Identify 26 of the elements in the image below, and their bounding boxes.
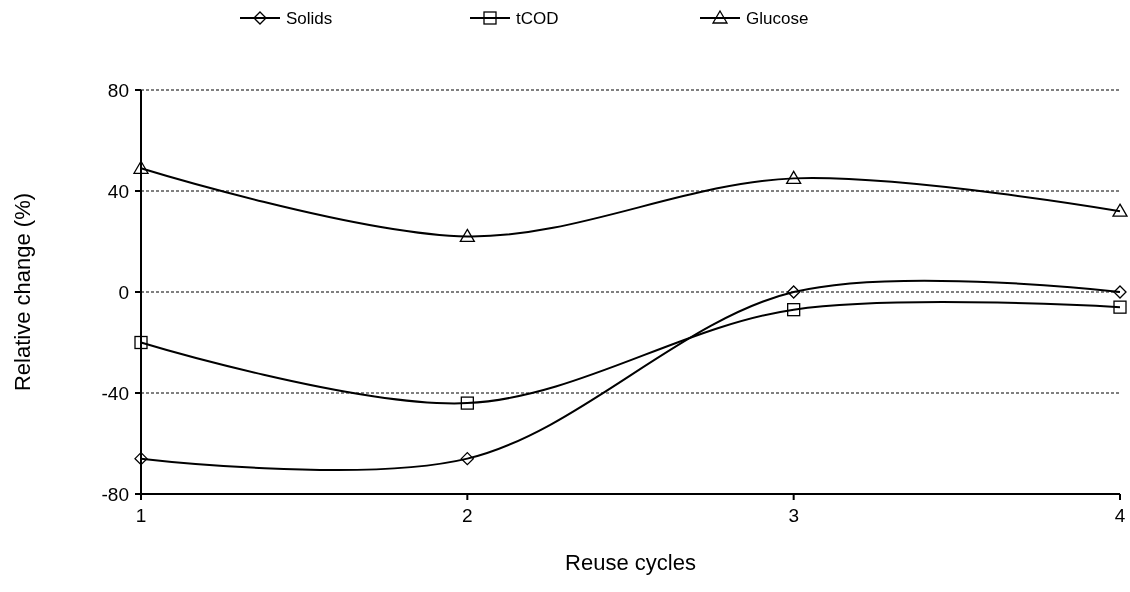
point <box>134 335 148 350</box>
x-tick-label: 3 <box>788 505 799 526</box>
y-tick-label: -40 <box>101 382 129 404</box>
point <box>787 303 801 317</box>
legend-label: tCOD <box>516 8 559 28</box>
point <box>460 452 474 466</box>
x-axis-title: Reuse cycles <box>565 550 696 575</box>
x-tick-label: 2 <box>462 505 473 526</box>
point <box>460 396 474 410</box>
point <box>787 285 801 299</box>
x-tick-label: 1 <box>135 505 147 526</box>
y-tick-label: 40 <box>107 180 129 202</box>
legend-label: Glucose <box>746 8 809 28</box>
point <box>1113 285 1127 299</box>
y-tick-label: -80 <box>101 483 129 505</box>
point <box>1112 203 1128 217</box>
y-axis-title: Relative change (%) <box>10 192 35 392</box>
point <box>459 228 475 243</box>
x-tick-label: 4 <box>1114 505 1126 526</box>
y-tick-label: 0 <box>118 281 129 303</box>
point <box>786 170 802 185</box>
y-tick-label: 80 <box>107 79 129 101</box>
point <box>133 160 149 174</box>
legend-label: Solids <box>286 8 333 28</box>
point <box>134 452 148 466</box>
point <box>1113 300 1127 314</box>
